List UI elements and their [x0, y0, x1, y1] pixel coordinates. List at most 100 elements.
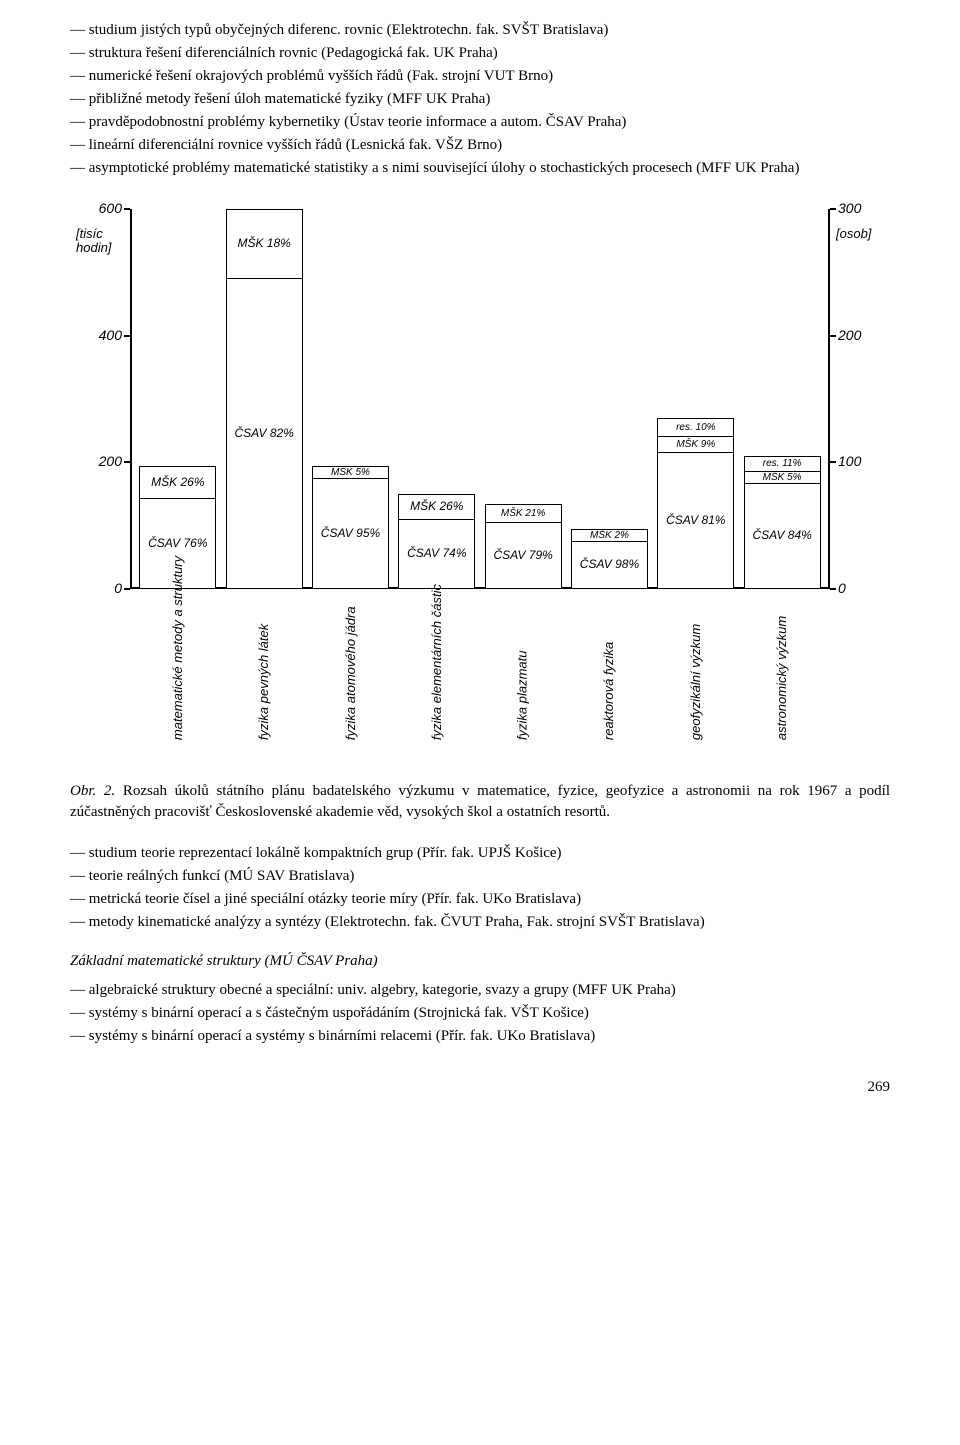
segment-label: MŠK 21%	[500, 508, 546, 519]
bar-column: MŠK 5%ČSAV 95%fyzika atomového jádra	[312, 209, 389, 589]
category-label: geofyzikální výzkum	[687, 624, 705, 740]
bar-column: MŠK 18%ČSAV 82%fyzika pevných látek	[226, 209, 303, 589]
bar-column: MŠK 21%ČSAV 79%fyzika plazmatu	[485, 209, 562, 589]
figure-caption: Obr. 2. Rozsah úkolů státního plánu bada…	[70, 781, 890, 823]
list-item: algebraické struktury obecné a speciální…	[70, 980, 890, 1001]
bar: res. 10% MŠK 9% ČSAV 81%	[657, 418, 734, 589]
bar-segment: ČSAV 98%	[572, 541, 647, 588]
caption-label: Obr. 2.	[70, 783, 115, 799]
list-item: numerické řešení okrajových problémů vyš…	[70, 66, 890, 87]
left-tick-label: 200	[88, 453, 122, 473]
bar-segment: MŠK 2%	[572, 530, 647, 541]
bar-column: MŠK 2%ČSAV 98%reaktorová fyzika	[571, 209, 648, 589]
left-tick	[124, 208, 130, 210]
segment-label: ČSAV 95%	[319, 525, 382, 542]
segment-label: res. 11%	[762, 458, 803, 469]
bar-segment: MŠK 5%	[313, 467, 388, 478]
bar: MŠK 18% ČSAV 82%	[226, 209, 303, 589]
caption-text: Rozsah úkolů státního plánu badatelského…	[70, 783, 890, 820]
left-tick-label: 400	[88, 326, 122, 346]
list-item: systémy s binární operací a systémy s bi…	[70, 1026, 890, 1047]
category-label: astronomický výzkum	[773, 616, 791, 740]
list-item: metrická teorie čísel a jiné speciální o…	[70, 889, 890, 910]
category-label: fyzika atomového jádra	[341, 606, 359, 740]
bar-segment: res. 11%	[745, 457, 820, 471]
bar-segment: ČSAV 84%	[745, 483, 820, 588]
bar: MŠK 26% ČSAV 74%	[398, 494, 475, 589]
category-label: fyzika pevných látek	[255, 624, 273, 740]
bar-column: MŠK 26%ČSAV 74%fyzika elementárních část…	[398, 209, 475, 589]
list-item: pravděpodobnostní problémy kybernetiky (…	[70, 112, 890, 133]
bar-segment: ČSAV 74%	[399, 519, 474, 588]
list-item: asymptotické problémy matematické statis…	[70, 158, 890, 179]
segment-label: MŠK 5%	[762, 472, 803, 483]
segment-label: MŠK 18%	[235, 235, 292, 252]
right-tick	[830, 461, 836, 463]
page-number: 269	[70, 1077, 890, 1098]
category-label: fyzika plazmatu	[514, 650, 532, 740]
bar-segment: ČSAV 81%	[658, 452, 733, 588]
bar-segment: res. 10%	[658, 419, 733, 436]
right-tick	[830, 208, 836, 210]
list-item: metody kinematické analýzy a syntézy (El…	[70, 912, 890, 933]
right-axis-title: [osob]	[836, 227, 884, 241]
segment-label: res. 10%	[675, 422, 716, 433]
segment-label: MŠK 2%	[589, 530, 630, 541]
list-item: studium jistých typů obyčejných diferenc…	[70, 20, 890, 41]
segment-label: MŠK 9%	[675, 439, 716, 450]
segment-label: ČSAV 84%	[750, 527, 813, 544]
bar-segment: ČSAV 95%	[313, 478, 388, 588]
bar: MŠK 5% ČSAV 95%	[312, 466, 389, 590]
bar: MŠK 2% ČSAV 98%	[571, 529, 648, 589]
bottom-bullet-list: algebraické struktury obecné a speciální…	[70, 980, 890, 1047]
left-tick-label: 600	[88, 199, 122, 219]
segment-label: MŠK 5%	[330, 467, 371, 478]
mid-bullet-list: studium teorie reprezentací lokálně komp…	[70, 843, 890, 933]
segment-label: ČSAV 82%	[232, 425, 295, 442]
right-tick	[830, 335, 836, 337]
list-item: systémy s binární operací a s částečným …	[70, 1003, 890, 1024]
bars-row: MŠK 26%ČSAV 76%matematické metody a stru…	[130, 209, 830, 589]
figure-2-chart: [tisíc hodin] [osob] MŠK 26% ČSAV 76% mate…	[70, 209, 890, 769]
segment-label: ČSAV 98%	[578, 556, 641, 573]
bar-segment: MŠK 26%	[140, 467, 215, 498]
category-label: matematické metody a struktury	[169, 556, 187, 740]
left-axis-title: [tisíc hodin]	[76, 227, 124, 256]
list-item: studium teorie reprezentací lokálně komp…	[70, 843, 890, 864]
bar-segment: MŠK 9%	[658, 436, 733, 452]
bar-segment: ČSAV 79%	[486, 522, 561, 588]
right-tick-label: 300	[838, 199, 872, 219]
left-tick	[124, 588, 130, 590]
top-bullet-list: studium jistých typů obyčejných diferenc…	[70, 20, 890, 179]
left-tick	[124, 461, 130, 463]
segment-label: ČSAV 79%	[491, 547, 554, 564]
bar: MŠK 21% ČSAV 79%	[485, 504, 562, 590]
right-tick-label: 200	[838, 326, 872, 346]
left-tick-label: 0	[88, 579, 122, 599]
right-tick-label: 0	[838, 579, 872, 599]
bar: res. 11% MŠK 5% ČSAV 84%	[744, 456, 821, 589]
bar-segment: ČSAV 82%	[227, 278, 302, 588]
list-item: přibližné metody řešení úloh matematické…	[70, 89, 890, 110]
segment-label: ČSAV 74%	[405, 545, 468, 562]
list-item: lineární diferenciální rovnice vyšších ř…	[70, 135, 890, 156]
segment-label: ČSAV 81%	[664, 512, 727, 529]
right-tick-label: 100	[838, 453, 872, 473]
right-tick	[830, 588, 836, 590]
category-label: fyzika elementárních částic	[428, 584, 446, 740]
bar-segment: MŠK 5%	[745, 471, 820, 483]
bar-segment: MŠK 18%	[227, 210, 302, 278]
segment-label: MŠK 26%	[149, 474, 206, 491]
bar-segment: MŠK 21%	[486, 505, 561, 522]
bar-column: MŠK 26%ČSAV 76%matematické metody a stru…	[139, 209, 216, 589]
segment-label: ČSAV 76%	[146, 535, 209, 552]
bar-segment: MŠK 26%	[399, 495, 474, 519]
section-heading: Základní matematické struktury (MÚ ČSAV …	[70, 951, 890, 972]
list-item: teorie reálných funkcí (MÚ SAV Bratislav…	[70, 866, 890, 887]
bar-column: res. 11%MŠK 5%ČSAV 84%astronomický výzku…	[744, 209, 821, 589]
segment-label: MŠK 26%	[408, 498, 465, 515]
left-tick	[124, 335, 130, 337]
category-label: reaktorová fyzika	[600, 642, 618, 740]
bar-column: res. 10%MŠK 9%ČSAV 81%geofyzikální výzku…	[657, 209, 734, 589]
list-item: struktura řešení diferenciálních rovnic …	[70, 43, 890, 64]
